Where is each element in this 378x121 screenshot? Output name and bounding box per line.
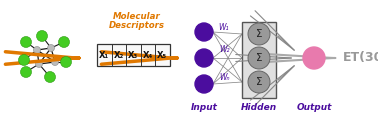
Text: W₁: W₁ bbox=[218, 23, 228, 31]
Circle shape bbox=[60, 57, 71, 68]
Circle shape bbox=[36, 60, 42, 68]
Circle shape bbox=[20, 37, 31, 48]
Text: X₁: X₁ bbox=[99, 50, 109, 60]
Text: X₃: X₃ bbox=[128, 50, 138, 60]
Circle shape bbox=[48, 45, 54, 52]
Text: Σ: Σ bbox=[256, 53, 262, 63]
Text: W₂: W₂ bbox=[219, 45, 229, 54]
Circle shape bbox=[195, 49, 213, 67]
Text: Hidden: Hidden bbox=[241, 103, 277, 112]
Circle shape bbox=[34, 46, 40, 53]
Circle shape bbox=[59, 37, 70, 48]
Text: Σ: Σ bbox=[256, 29, 262, 39]
Text: Input: Input bbox=[191, 103, 217, 112]
Text: ET(30): ET(30) bbox=[343, 52, 378, 64]
Circle shape bbox=[248, 23, 270, 45]
Circle shape bbox=[20, 67, 31, 77]
Text: Molecular: Molecular bbox=[113, 12, 161, 21]
Text: X₄: X₄ bbox=[143, 50, 153, 60]
Circle shape bbox=[248, 47, 270, 69]
Text: Wₙ: Wₙ bbox=[219, 73, 229, 83]
Circle shape bbox=[195, 23, 213, 41]
Circle shape bbox=[51, 58, 59, 65]
Text: Σ: Σ bbox=[256, 77, 262, 87]
Text: X₂: X₂ bbox=[114, 50, 124, 60]
Circle shape bbox=[303, 47, 325, 69]
Text: Descriptors: Descriptors bbox=[109, 21, 165, 30]
Text: X₅: X₅ bbox=[157, 50, 167, 60]
Bar bbox=[97, 44, 169, 66]
Circle shape bbox=[195, 75, 213, 93]
Circle shape bbox=[37, 30, 48, 42]
Circle shape bbox=[45, 72, 56, 83]
Circle shape bbox=[248, 71, 270, 93]
Bar bbox=[242, 22, 276, 98]
Circle shape bbox=[19, 54, 29, 65]
Text: Output: Output bbox=[296, 103, 332, 112]
